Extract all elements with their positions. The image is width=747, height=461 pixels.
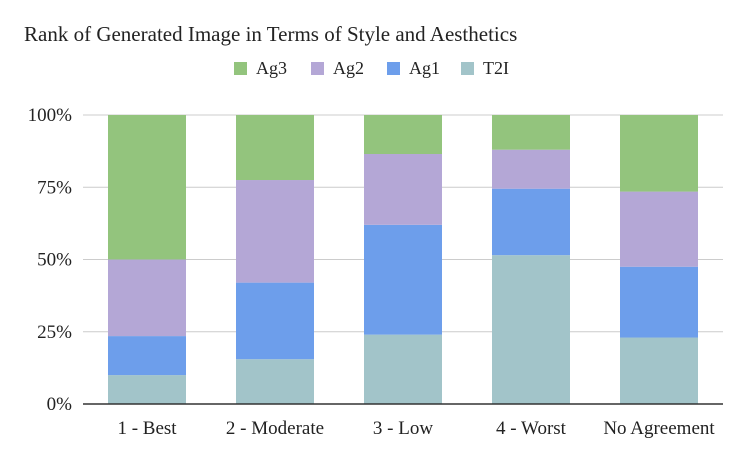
bar-segment-ag1 <box>492 188 570 256</box>
bar-segment-ag1 <box>620 266 698 338</box>
legend-label-ag1: Ag1 <box>409 58 440 78</box>
chart-title: Rank of Generated Image in Terms of Styl… <box>24 22 518 46</box>
bar-segment-ag2 <box>364 154 442 225</box>
axes: 0% 25% 50% 75% 100% 1 - Best 2 - Moderate 3 - L… <box>28 105 723 439</box>
x-tick-label: 2 - Moderate <box>226 418 324 439</box>
bar-segment-t2i <box>492 255 570 404</box>
legend-label-ag2: Ag2 <box>333 58 364 78</box>
legend: Ag3 Ag2 Ag1 T2I <box>234 58 509 78</box>
bar-segment-ag3 <box>620 115 698 192</box>
x-tick-label: 1 - Best <box>117 418 177 439</box>
legend-swatch-ag1 <box>387 62 400 75</box>
bar-segment-ag2 <box>236 180 314 283</box>
y-tick-label: 0% <box>47 394 73 415</box>
legend-swatch-t2i <box>461 62 474 75</box>
bar-segment-t2i <box>620 337 698 404</box>
legend-swatch-ag2 <box>311 62 324 75</box>
bar-segment-ag3 <box>364 115 442 155</box>
x-tick-label: 3 - Low <box>373 418 433 439</box>
bar-segment-ag2 <box>108 259 186 337</box>
bar-segment-ag1 <box>236 282 314 360</box>
bar-segment-t2i <box>236 359 314 404</box>
legend-label-t2i: T2I <box>483 58 509 78</box>
bar-segment-ag1 <box>364 224 442 335</box>
y-tick-label: 100% <box>28 105 73 126</box>
bars <box>108 115 698 404</box>
legend-swatch-ag3 <box>234 62 247 75</box>
bar-segment-ag1 <box>108 336 186 376</box>
bar-segment-t2i <box>108 375 186 404</box>
y-tick-label: 75% <box>37 177 72 198</box>
bar-segment-ag2 <box>492 149 570 189</box>
bar-segment-ag3 <box>236 115 314 181</box>
y-tick-label: 50% <box>37 250 72 271</box>
x-tick-label: 4 - Worst <box>496 418 567 439</box>
y-tick-label: 25% <box>37 322 72 343</box>
bar-segment-ag3 <box>108 115 186 260</box>
x-tick-label: No Agreement <box>603 418 715 439</box>
bar-segment-ag2 <box>620 191 698 267</box>
bar-segment-t2i <box>364 334 442 404</box>
bar-segment-ag3 <box>492 115 570 150</box>
legend-label-ag3: Ag3 <box>256 58 287 78</box>
